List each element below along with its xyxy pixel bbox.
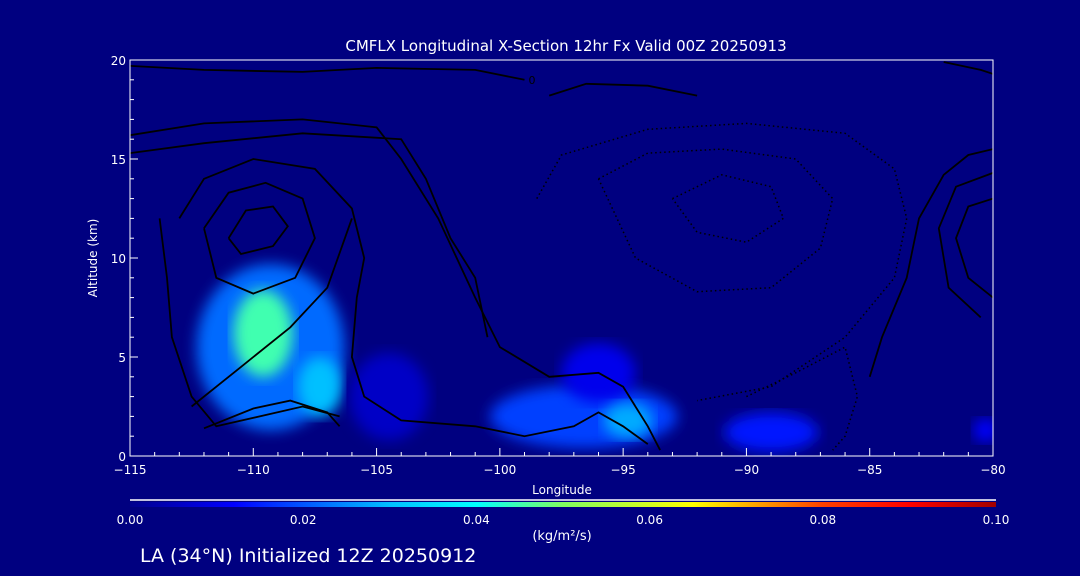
contour-line — [536, 122, 908, 402]
flux-field — [196, 263, 993, 453]
contour-line — [868, 148, 993, 378]
x-tick-label: −85 — [857, 463, 882, 477]
x-tick-label: −80 — [980, 463, 1005, 477]
y-tick-label: 20 — [111, 54, 126, 68]
x-tick-label: −100 — [483, 463, 516, 477]
colorbar-ticks: 0.00 0.02 0.04 0.06 0.08 0.10 — [117, 513, 1010, 527]
contour-line — [191, 218, 353, 408]
y-tick-label: 10 — [111, 252, 126, 266]
contour-line — [955, 197, 993, 299]
contour-line — [746, 345, 859, 451]
colorbar-tick-label: 0.06 — [636, 513, 663, 527]
contour-line — [671, 174, 785, 243]
contour-line — [203, 181, 316, 295]
contour-line — [130, 65, 525, 81]
x-axis: −115 −110 −105 −100 −95 −90 −85 −80 — [114, 448, 1006, 477]
contour-lines: 0 — [130, 61, 993, 451]
y-tick-label: 0 — [118, 450, 126, 464]
contour-line — [943, 61, 993, 75]
contour-line — [597, 148, 834, 293]
x-tick-label: −115 — [114, 463, 147, 477]
x-tick-label: −90 — [734, 463, 759, 477]
x-tick-label: −110 — [237, 463, 270, 477]
contour-line — [548, 82, 698, 97]
contour-label: 0 — [529, 74, 536, 87]
contour-line — [227, 205, 289, 256]
x-tick-label: −105 — [360, 463, 393, 477]
chart-title: CMFLX Longitudinal X-Section 12hr Fx Val… — [345, 37, 786, 55]
colorbar-units: (kg/m²/s) — [532, 529, 591, 544]
colorbar-tick-label: 0.02 — [290, 513, 317, 527]
flux-region — [349, 353, 429, 441]
y-tick-label: 5 — [118, 351, 126, 365]
location-init-label: LA (34°N) Initialized 12Z 20250912 — [140, 545, 476, 567]
contour-line — [158, 218, 340, 428]
colorbar — [130, 502, 996, 507]
y-tick-label: 15 — [111, 153, 126, 167]
contour-line — [130, 118, 661, 451]
colorbar-tick-label: 0.08 — [809, 513, 836, 527]
flux-region — [724, 412, 818, 453]
x-tick-label: −95 — [610, 463, 635, 477]
y-axis-label: Altitude (km) — [86, 219, 100, 298]
flux-region — [297, 357, 343, 417]
flux-region — [973, 418, 993, 443]
contour-line — [937, 172, 993, 319]
contour-line — [130, 132, 489, 338]
contour-line — [203, 399, 341, 430]
y-axis: 0 5 10 15 20 — [111, 54, 138, 464]
flux-region — [603, 402, 653, 439]
colorbar-tick-label: 0.04 — [463, 513, 490, 527]
flux-region — [233, 289, 293, 377]
x-axis-label: Longitude — [532, 483, 592, 497]
contour-line — [178, 158, 649, 445]
colorbar-tick-label: 0.00 — [117, 513, 144, 527]
colorbar-tick-label: 0.10 — [983, 513, 1010, 527]
